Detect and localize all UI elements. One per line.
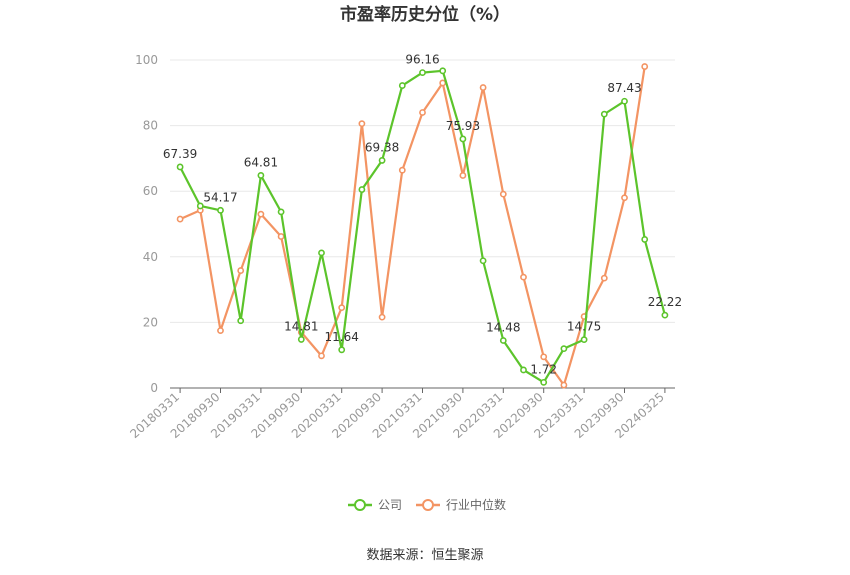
company-point — [600, 110, 608, 118]
company-point — [439, 67, 447, 75]
y-tick-label: 100 — [135, 53, 158, 67]
y-tick-label: 80 — [143, 119, 158, 133]
industry-median-point — [338, 304, 346, 312]
data-label: 64.81 — [244, 155, 278, 169]
company-point — [398, 82, 406, 89]
data-label: 14.48 — [486, 321, 520, 335]
company-point — [318, 249, 325, 257]
company-point — [196, 202, 204, 210]
industry-median-line — [179, 66, 646, 387]
company-point — [237, 317, 245, 325]
data-label: 14.75 — [567, 320, 601, 334]
legend[interactable]: 公司 行业中位数 — [348, 497, 506, 512]
company-point — [560, 345, 568, 353]
company-point — [338, 346, 346, 354]
company-point — [257, 172, 265, 179]
data-label: 96.16 — [405, 53, 439, 67]
data-source: 数据来源：恒生聚源 — [366, 548, 483, 563]
data-label: 67.39 — [163, 147, 197, 161]
data-label-layer: 67.39 54.17 64.81 14.81 11.64 69.38 96.16 75.93… — [163, 53, 682, 377]
industry-median-point — [600, 274, 608, 282]
chart-title: 市盈率历史分位（%） — [340, 4, 510, 25]
x-axis: 2018033120180930201903312019093020200331… — [127, 387, 675, 441]
industry-median-point — [257, 210, 265, 218]
data-label: 69.38 — [365, 140, 399, 154]
company-point — [419, 69, 426, 76]
industry-median-point — [419, 109, 426, 116]
data-label: 54.17 — [203, 190, 237, 204]
industry-median-point — [176, 215, 184, 223]
legend-company[interactable]: 公司 — [348, 498, 402, 512]
y-axis: 0 20 40 60 80 100 — [135, 53, 158, 395]
industry-median-point — [217, 327, 224, 334]
industry-median-point — [459, 172, 467, 179]
company-point — [358, 186, 366, 193]
y-tick-label: 0 — [150, 381, 158, 395]
data-label: 11.64 — [325, 330, 359, 344]
industry-median-point — [439, 79, 447, 87]
company-point — [479, 257, 487, 265]
company-point — [499, 337, 507, 344]
industry-median-point — [378, 313, 386, 321]
company-line — [179, 69, 666, 384]
company-point — [520, 366, 527, 374]
industry-median-point — [540, 353, 548, 361]
data-label: 75.93 — [446, 119, 480, 133]
data-label: 22.22 — [648, 295, 682, 309]
y-tick-label: 40 — [143, 250, 158, 264]
legend-industry-median[interactable]: 行业中位数 — [416, 497, 506, 512]
company-point — [217, 206, 224, 214]
industry-median-point — [318, 352, 325, 360]
company-point — [661, 311, 669, 319]
industry-median-point — [641, 63, 649, 70]
company-point — [176, 163, 184, 171]
company-point — [580, 336, 588, 344]
company-point — [277, 208, 285, 216]
y-tick-label: 60 — [143, 184, 158, 198]
y-tick-label: 20 — [143, 315, 158, 329]
industry-median-point — [499, 190, 507, 198]
company-point — [297, 336, 305, 343]
company-point — [540, 378, 548, 386]
data-label: 14.81 — [284, 319, 318, 333]
series-layer — [176, 63, 669, 389]
industry-median-point — [277, 233, 285, 240]
industry-median-point — [237, 267, 245, 274]
legend-marker-icon — [354, 499, 366, 511]
data-label: 87.43 — [607, 81, 641, 95]
industry-median-point — [398, 166, 406, 174]
data-label: 1.72 — [530, 362, 557, 376]
industry-median-point — [479, 84, 487, 91]
legend-label: 公司 — [378, 498, 402, 512]
company-point — [621, 97, 628, 105]
company-point — [641, 236, 649, 243]
industry-median-point — [621, 194, 628, 202]
industry-median-point — [358, 120, 366, 128]
company-point — [378, 157, 386, 164]
legend-label: 行业中位数 — [446, 497, 506, 512]
company-point — [459, 135, 467, 143]
legend-marker-icon — [422, 499, 434, 511]
industry-median-point — [520, 273, 527, 281]
industry-median-point — [560, 381, 568, 389]
